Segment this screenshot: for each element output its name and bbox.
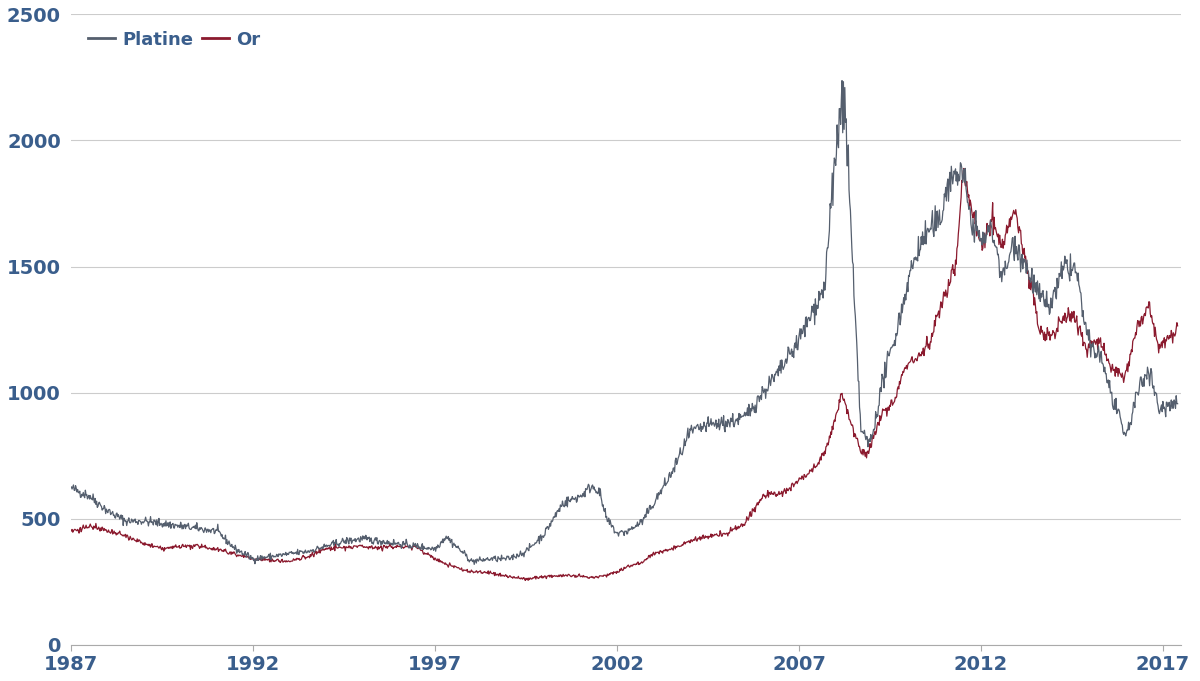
Or: [64, 527, 78, 535]
Platine: [1170, 400, 1184, 408]
Platine: [70, 484, 84, 492]
Or: [559, 572, 574, 580]
Platine: [622, 525, 636, 533]
Or: [253, 556, 268, 564]
Legend: Platine, Or: Platine, Or: [80, 23, 268, 56]
Platine: [108, 513, 122, 522]
Or: [622, 561, 636, 569]
Or: [562, 570, 576, 578]
Line: Or: Or: [71, 168, 1177, 580]
Or: [518, 576, 533, 584]
Or: [70, 526, 84, 535]
Or: [108, 529, 122, 537]
Platine: [253, 552, 268, 560]
Platine: [64, 483, 78, 491]
Line: Platine: Platine: [71, 80, 1177, 565]
Platine: [835, 76, 850, 84]
Platine: [562, 496, 576, 505]
Or: [1170, 321, 1184, 330]
Or: [956, 164, 971, 172]
Platine: [559, 493, 574, 501]
Platine: [467, 560, 481, 569]
